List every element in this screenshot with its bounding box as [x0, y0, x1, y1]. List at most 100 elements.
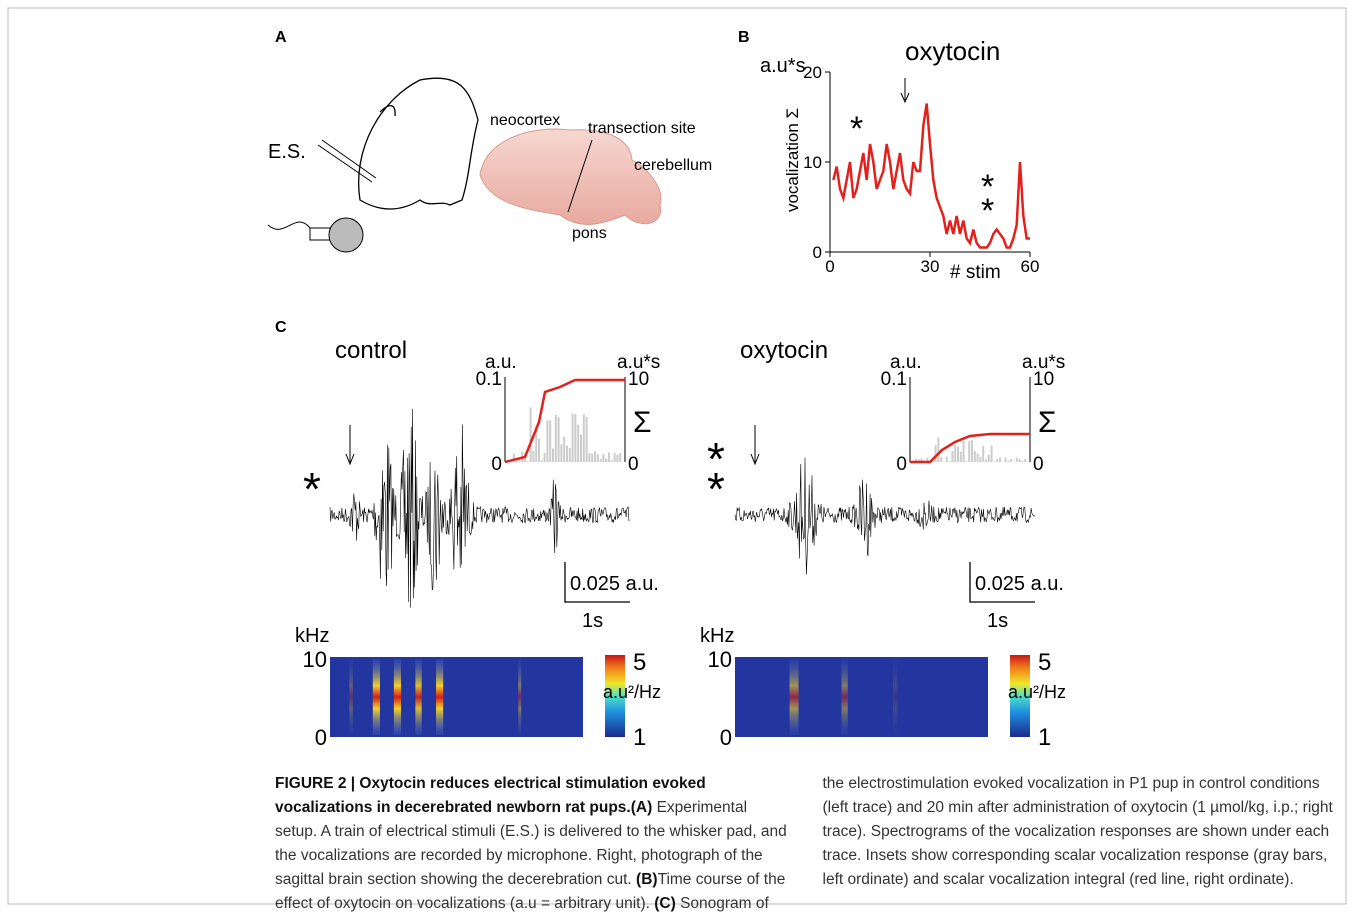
spec-tick: 0: [720, 725, 732, 750]
inset-bar: [1004, 457, 1007, 462]
inset-bar: [529, 407, 532, 462]
caption-label: (A): [630, 799, 653, 816]
x-tick-label: 30: [921, 257, 940, 276]
inset-bar: [619, 453, 622, 462]
colorbar-label: 5: [1038, 649, 1051, 676]
stim-arrow: [345, 425, 355, 466]
spec-unit: kHz: [295, 625, 329, 647]
y-label: vocalization Σ: [783, 108, 802, 212]
inset-bar: [610, 460, 613, 462]
inset-left-tick: 0: [491, 454, 502, 475]
inset-bar: [1021, 460, 1024, 462]
spectrogram-band: [436, 659, 444, 735]
caption-label: (C): [654, 895, 676, 912]
inset-bar: [591, 453, 594, 462]
stim-arrow: [750, 425, 760, 466]
annotation: oxytocin: [905, 36, 1000, 66]
scale-time: 1s: [582, 610, 603, 632]
inset-bar: [957, 446, 959, 462]
caption: FIGURE 2 | Oxytocin reduces electrical s…: [275, 772, 1340, 916]
x-tick-label: 0: [825, 257, 834, 276]
inset-bar: [571, 413, 574, 462]
spectrogram-band: [349, 659, 353, 735]
waveform: [329, 408, 630, 608]
microphone-cable: [267, 221, 331, 241]
star: *: [707, 463, 725, 515]
inset-bar: [996, 459, 999, 462]
spectrogram-band: [518, 659, 522, 735]
pons-label: pons: [572, 225, 607, 242]
inset-bar: [543, 452, 546, 462]
spectrogram: [735, 657, 988, 737]
inset-right-tick: 0: [1033, 454, 1044, 475]
inset-bar: [577, 424, 580, 462]
inset-bar: [585, 416, 588, 462]
inset-bar: [535, 426, 538, 462]
trace-title: oxytocin: [740, 337, 828, 364]
inset-bar: [1024, 458, 1027, 462]
inset-left-tick: 0.1: [881, 369, 907, 390]
colorbar-label: a.u²/Hz: [1008, 682, 1066, 702]
inset-bar: [948, 461, 951, 462]
transection-label: transection site: [588, 120, 696, 137]
inset-right-tick: 10: [1033, 369, 1054, 390]
inset-bar: [566, 445, 568, 462]
spectrogram-band: [841, 659, 848, 735]
inset-bar: [962, 440, 965, 462]
data-line: [832, 103, 1030, 249]
inset-bar: [951, 450, 954, 462]
inset-bar: [982, 446, 985, 462]
inset-bar: [608, 452, 610, 462]
marker: *: [981, 168, 994, 206]
colorbar-label: 5: [633, 649, 646, 676]
rat-head: [358, 77, 479, 210]
inset-left-tick: 0: [896, 454, 907, 475]
spec-tick: 10: [708, 647, 732, 672]
caption-text: Experimental setup. A train of electrica…: [275, 799, 787, 888]
inset-bar: [979, 456, 982, 462]
spec-unit: kHz: [700, 625, 734, 647]
spectrogram-band: [372, 659, 380, 735]
inset-left-tick: 0.1: [476, 369, 502, 390]
scale-bar: [969, 562, 1035, 603]
inset-bar: [518, 457, 521, 462]
inset-bar: [526, 461, 529, 462]
inset-bar: [1010, 458, 1013, 462]
inset-bar: [934, 445, 937, 462]
inset-bar: [616, 454, 619, 462]
marker: *: [850, 110, 863, 148]
caption-label: (B): [636, 871, 658, 888]
inset-bar: [920, 458, 923, 462]
sigma: Σ: [1038, 406, 1057, 439]
trace-title: control: [335, 337, 407, 364]
inset-bar: [554, 414, 557, 462]
inset-left-unit: a.u.: [890, 352, 922, 373]
scale-amp: 0.025 a.u.: [570, 573, 659, 595]
panel-c-control: control a.u. a.u*s0.1 100 0Σ0.025 a.u.1skHz1…: [295, 337, 661, 751]
x-label: # stim: [950, 262, 1001, 283]
neocortex-label: neocortex: [490, 112, 560, 129]
inset-bar: [605, 458, 608, 462]
inset-bar: [917, 459, 920, 462]
electrode: [317, 139, 377, 183]
inset-bar: [968, 441, 971, 462]
inset-bar: [588, 453, 591, 462]
colorbar: [1010, 655, 1030, 737]
scale-bar: [564, 562, 630, 603]
panel-label: B: [738, 29, 750, 46]
inset-bar: [594, 451, 596, 462]
inset-left-unit: a.u.: [485, 352, 517, 373]
inset-bar: [613, 452, 616, 462]
inset-bar: [599, 458, 602, 462]
panel-label: A: [275, 29, 287, 46]
inset-bar: [976, 453, 979, 462]
inset-bar: [540, 460, 543, 462]
scale-amp: 0.025 a.u.: [975, 573, 1064, 595]
inset-bar: [990, 445, 993, 462]
inset-bar: [971, 440, 973, 462]
inset-bar: [954, 445, 957, 462]
inset-bar: [945, 456, 948, 462]
inset-bar: [959, 451, 962, 462]
y-tick-label: 20: [803, 63, 822, 82]
